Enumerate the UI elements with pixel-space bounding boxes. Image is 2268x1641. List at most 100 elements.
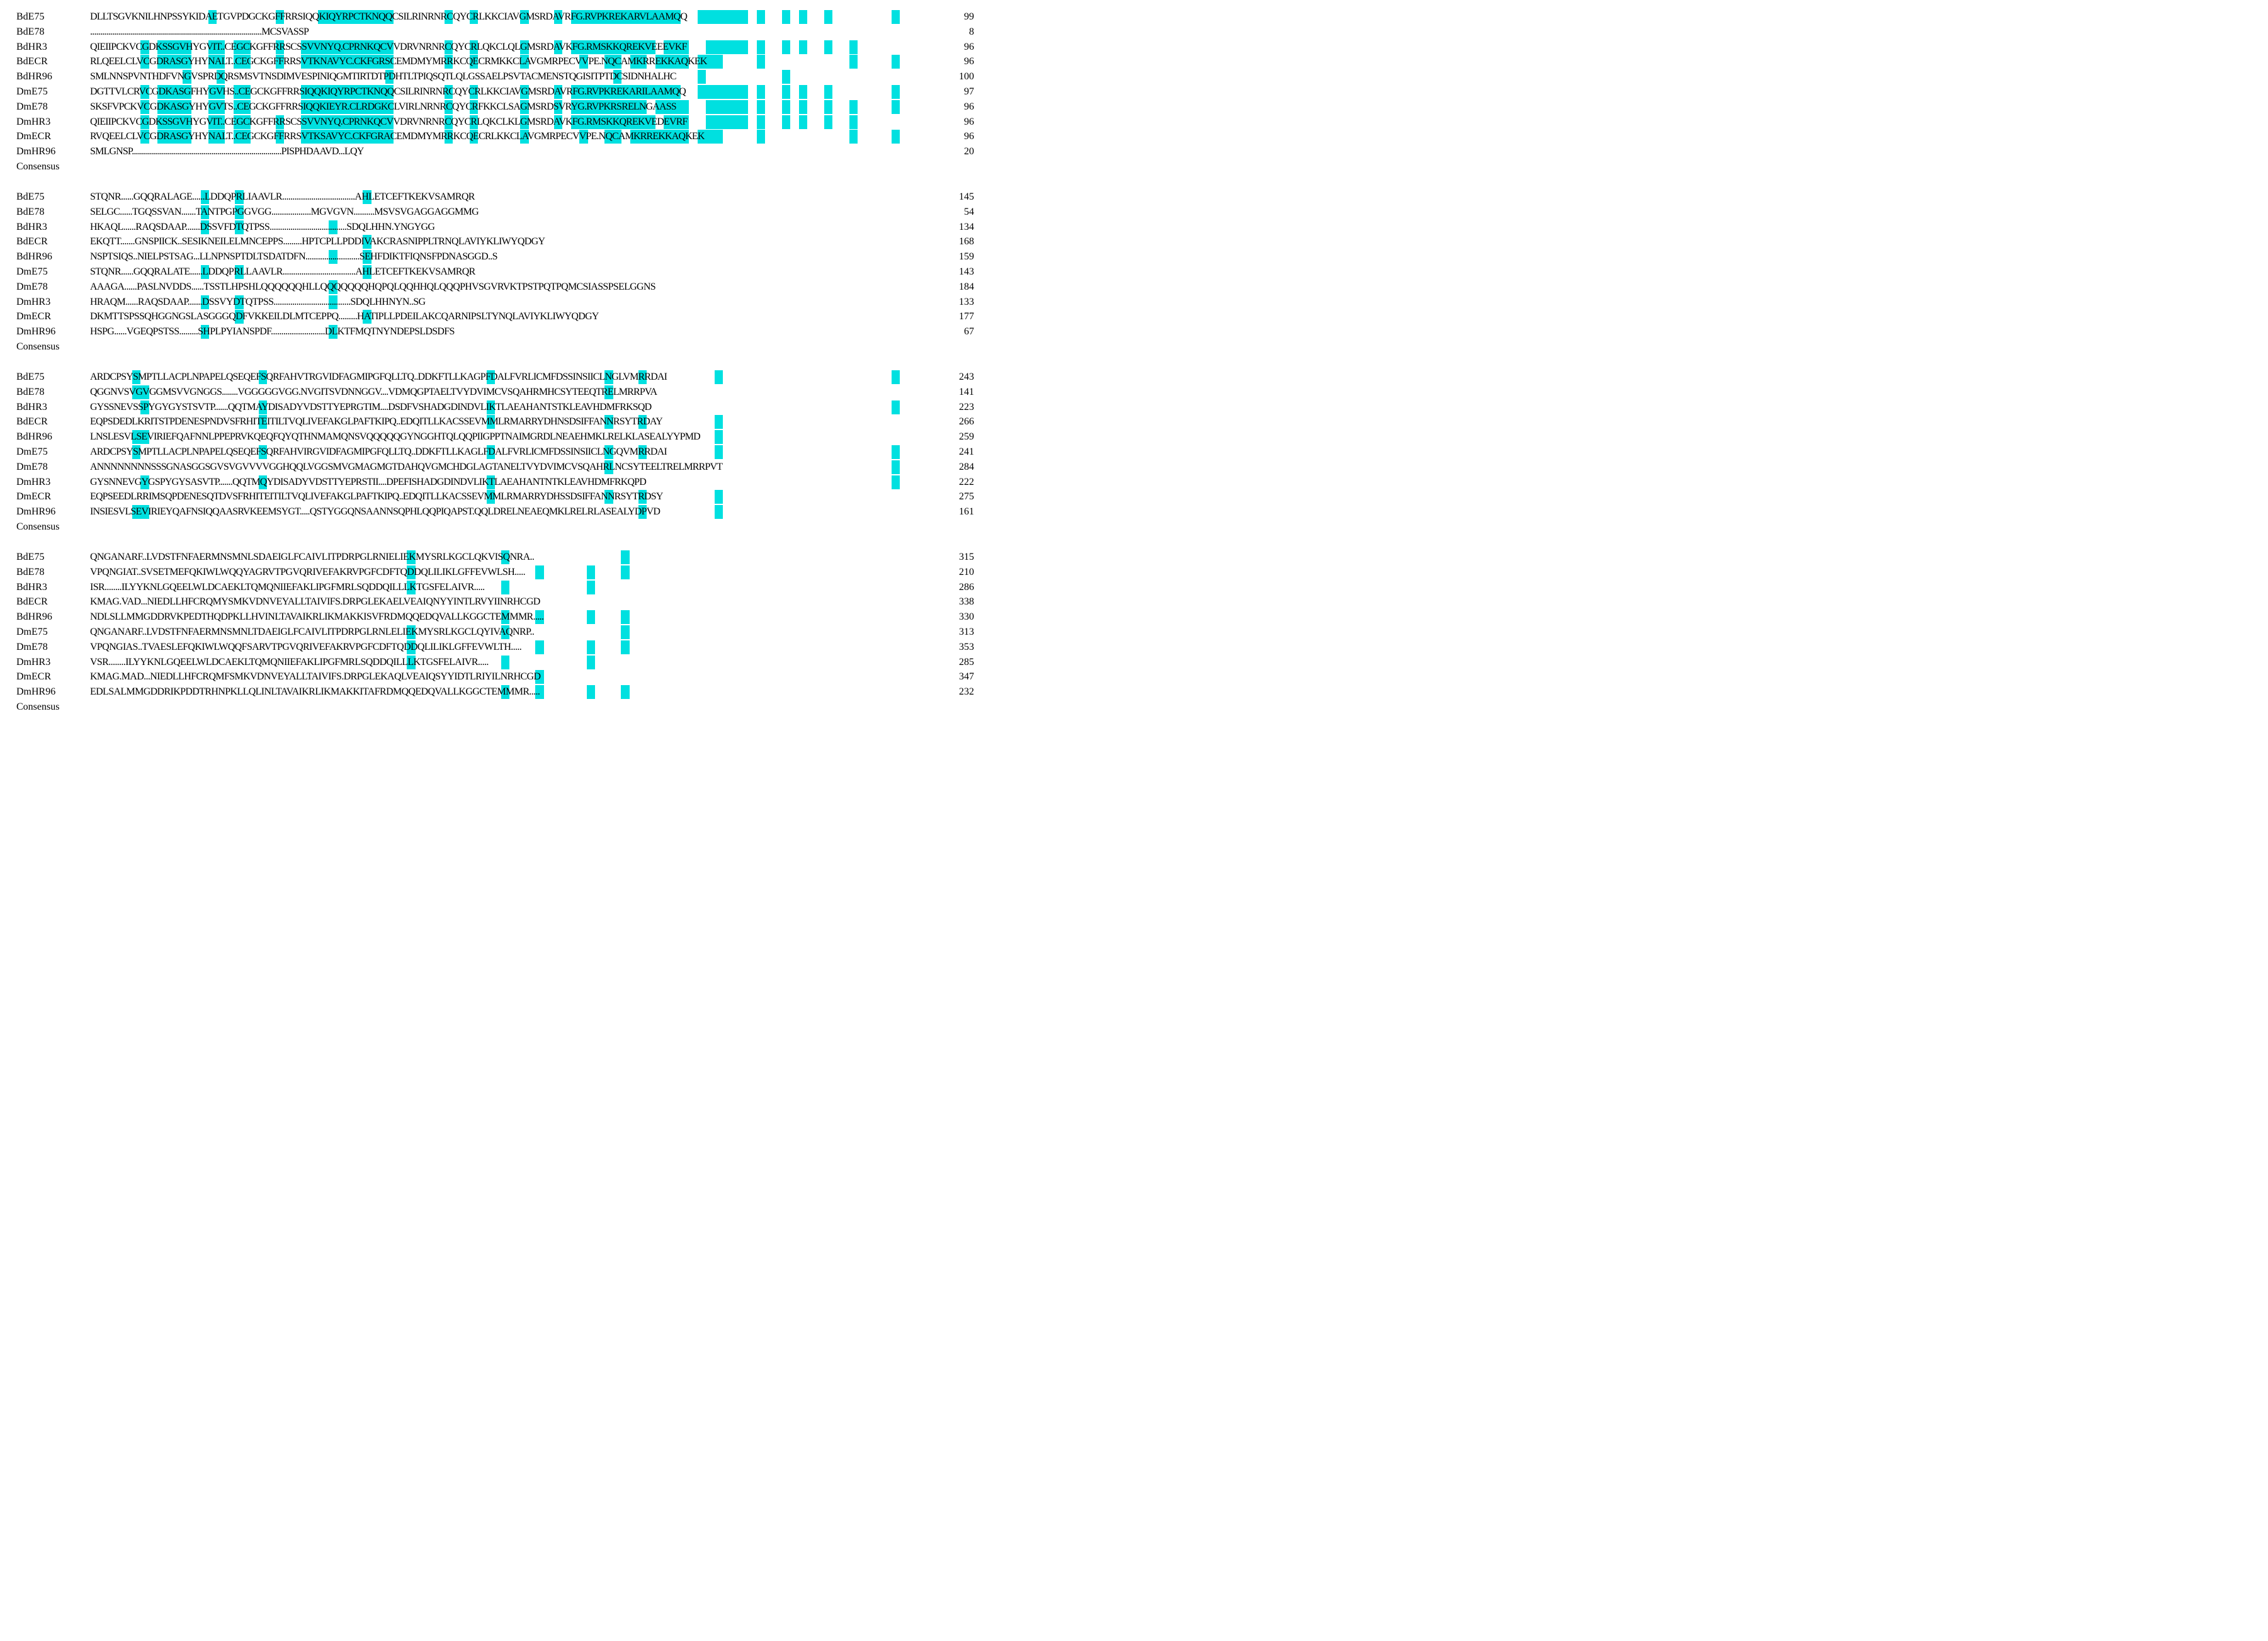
alignment-row: DmE78 SKSFVPCKVCGDKASGYHYGVTS..CEGCKGFFRR… — [0, 100, 987, 114]
alignment-row: BdE75 DLLTSGVKNILHNPSSYKIDAETGVPDGCKGFFRR… — [0, 10, 987, 24]
sequence-residues: HKAQL......RAQSDAAP.......DSSVFDTQTPSS..… — [90, 220, 940, 234]
sequence-residues: LNSLESVLSEVIRIEFQAFNNLPPEPRVKQEQFQYQTHNM… — [90, 430, 940, 444]
sequence-name: BdE75 — [16, 550, 44, 564]
alignment-row: BdHR96 SMLNNSPVNTHDFVNGVSPRDQRSMSVTNSDIMV… — [0, 70, 987, 84]
sequence-name: BdE78 — [16, 385, 44, 399]
alignment-row: DmE78 VPQNGIAS..TVAESLEFQKIWLWQQFSARVTPGV… — [0, 640, 987, 654]
residue-count: 96 — [936, 100, 974, 114]
sequence-residues: GYSNNEVGYGSPYGYSASVTP.......QQTMQYDISADY… — [90, 475, 940, 489]
sequence-name: DmHR96 — [16, 685, 55, 699]
alignment-row: BdE75 STQNR......GQQRALAGE......LDDQPRLIA… — [0, 190, 987, 204]
sequence-name: DmECR — [16, 130, 51, 144]
alignment-row: DmECR DKMTTSPSSQHGGNGSLASGGGQDFVKKEILDLMT… — [0, 310, 987, 324]
alignment-row: DmHR96 EDLSALMMGDDRIKPDDTRHNPKLLQLINLTAVA… — [0, 685, 987, 699]
sequence-name: DmE75 — [16, 625, 48, 639]
sequence-residues: VSR........ILYYKNLGQEELWLDCAEKLTQMQNIIEF… — [90, 656, 940, 669]
sequence-residues: QIEIIPCKVCGDKSSGVHYGVIT..CEGCKGFFRRSCSSV… — [90, 40, 940, 54]
sequence-name: DmHR3 — [16, 115, 50, 129]
sequence-name: BdE75 — [16, 10, 44, 24]
sequence-residues: QNGANARF..LVDSTFNFAERMNSMNLTDAEIGLFCAIVL… — [90, 625, 940, 639]
alignment-row: BdECR KMAG.VAD...NIEDLLHFCRQMYSMKVDNVEYAL… — [0, 595, 987, 609]
sequence-residues: KMAG.VAD...NIEDLLHFCRQMYSMKVDNVEYALLTAIV… — [90, 595, 940, 609]
alignment-row: DmHR96 HSPG......VGEQPSTSS.........SHPLPY… — [0, 325, 987, 339]
sequence-name: BdHR96 — [16, 610, 52, 624]
residue-count: 99 — [936, 10, 974, 24]
sequence-name: BdHR3 — [16, 400, 47, 414]
sequence-name: DmE78 — [16, 100, 48, 114]
residue-count: 67 — [936, 325, 974, 339]
consensus-row: Consensus — [0, 520, 987, 534]
residue-count: 315 — [936, 550, 974, 564]
sequence-residues: SELGC......TGQSSVAN.......TANTPGPGGVGG..… — [90, 205, 940, 219]
sequence-name: BdE75 — [16, 370, 44, 384]
residue-count: 222 — [936, 475, 974, 489]
sequence-name: BdE75 — [16, 190, 44, 204]
residue-count: 275 — [936, 490, 974, 504]
alignment-row: DmE75 STQNR......GQQRALATE......LDDQPRLLA… — [0, 265, 987, 279]
consensus-label: Consensus — [16, 160, 59, 174]
residue-count: 223 — [936, 400, 974, 414]
sequence-name: BdHR3 — [16, 40, 47, 54]
sequence-residues: INSIESVLSEVIRIEYQAFNSIQQAASRVKEEMSYGT...… — [90, 505, 940, 519]
sequence-residues: STQNR......GQQRALATE......LDDQPRLLAAVLR.… — [90, 265, 940, 279]
residue-count: 284 — [936, 460, 974, 474]
sequence-name: DmHR3 — [16, 656, 50, 669]
sequence-residues: SKSFVPCKVCGDKASGYHYGVTS..CEGCKGFFRRSIQQK… — [90, 100, 940, 114]
alignment-row: BdHR96 NDLSLLMMGDDRVKPEDTHQDPKLLHVINLTAVA… — [0, 610, 987, 624]
residue-count: 96 — [936, 130, 974, 144]
sequence-name: BdE78 — [16, 205, 44, 219]
residue-count: 161 — [936, 505, 974, 519]
residue-count: 241 — [936, 445, 974, 459]
sequence-residues: NSPTSIQS..NIELPSTSAG...LLNPNSPTDLTSDATDF… — [90, 250, 940, 264]
alignment-row: DmECR RVQEELCLVCGDRASGYHYNALT..CEGCKGFFRR… — [0, 130, 987, 144]
sequence-residues: VPQNGIAT..SVSETMEFQKIWLWQQYAGRVTPGVQRIVE… — [90, 565, 940, 579]
sequence-residues: QIEIIPCKVCGDKSSGVHYGVIT..CEGCKGFFRRSCSSV… — [90, 115, 940, 129]
residue-count: 347 — [936, 670, 974, 684]
sequence-residues: EKQTT.......GNSPIICK..SESIKNEILELMNCEPPS… — [90, 235, 940, 249]
alignment-row: DmHR3 QIEIIPCKVCGDKSSGVHYGVIT..CEGCKGFFRR… — [0, 115, 987, 129]
residue-count: 330 — [936, 610, 974, 624]
sequence-residues: RVQEELCLVCGDRASGYHYNALT..CEGCKGFFRRSVTKS… — [90, 130, 940, 144]
residue-count: 100 — [936, 70, 974, 84]
sequence-name: DmHR3 — [16, 475, 50, 489]
sequence-name: DmE75 — [16, 85, 48, 99]
alignment-row: BdHR3 GYSSNEVSSPYGYGYSTSVTP.......QQTMAYD… — [0, 400, 987, 414]
alignment-row: DmE78 ANNNNNNNNSSSGNASGGSGVSVGVVVVGGHQQLV… — [0, 460, 987, 474]
alignment-row: DmE75 QNGANARF..LVDSTFNFAERMNSMNLTDAEIGLF… — [0, 625, 987, 639]
sequence-residues: HRAQM......RAQSDAAP.......DSSVYDTQTPSS..… — [90, 295, 940, 309]
sequence-residues: QNGANARF..LVDSTFNFAERMNSMNLSDAEIGLFCAIVL… — [90, 550, 940, 564]
alignment-row: BdECR EQPSDEDLKRITSTPDENESPNDVSFRHITEITIL… — [0, 415, 987, 429]
residue-count: 184 — [936, 280, 974, 294]
sequence-residues: HSPG......VGEQPSTSS.........SHPLPYIANSPD… — [90, 325, 940, 339]
consensus-row: Consensus — [0, 160, 987, 174]
alignment-row: BdECR RLQEELCLVCGDRASGYHYNALT..CEGCKGFFRR… — [0, 55, 987, 69]
sequence-name: BdECR — [16, 55, 48, 69]
residue-count: 313 — [936, 625, 974, 639]
alignment-row: DmHR3 VSR........ILYYKNLGQEELWLDCAEKLTQMQ… — [0, 656, 987, 669]
sequence-name: DmHR96 — [16, 505, 55, 519]
residue-count: 20 — [936, 145, 974, 159]
sequence-name: DmECR — [16, 490, 51, 504]
sequence-residues: ARDCPSYSMPTLLACPLNPAPELQSEQEFSQRFAHVIRGV… — [90, 445, 940, 459]
alignment-row: DmE75 DGTTVLCRVCGDKASGFHYGVHS..CEGCKGFFRR… — [0, 85, 987, 99]
residue-count: 54 — [936, 205, 974, 219]
sequence-name: DmECR — [16, 310, 51, 324]
alignment-row: DmHR3 HRAQM......RAQSDAAP.......DSSVYDTQT… — [0, 295, 987, 309]
residue-count: 96 — [936, 115, 974, 129]
sequence-residues: AAAGA......PASLNVDDS......TSSTLHPSHLQQQQ… — [90, 280, 940, 294]
residue-count: 266 — [936, 415, 974, 429]
sequence-residues: SMLGNSP.................................… — [90, 145, 940, 159]
sequence-name: BdHR96 — [16, 250, 52, 264]
consensus-label: Consensus — [16, 520, 59, 534]
sequence-residues: EDLSALMMGDDRIKPDDTRHNPKLLQLINLTAVAIKRLIK… — [90, 685, 940, 699]
sequence-name: BdHR3 — [16, 581, 47, 594]
consensus-row: Consensus — [0, 340, 987, 354]
alignment-row: DmHR3 GYSNNEVGYGSPYGYSASVTP.......QQTMQYD… — [0, 475, 987, 489]
residue-count: 96 — [936, 55, 974, 69]
residue-count: 8 — [936, 25, 974, 39]
sequence-residues: ISR........ILYYKNLGQEELWLDCAEKLTQMQNIIEF… — [90, 581, 940, 594]
sequence-name: DmE78 — [16, 640, 48, 654]
alignment-row: BdE75 QNGANARF..LVDSTFNFAERMNSMNLSDAEIGLF… — [0, 550, 987, 564]
residue-count: 353 — [936, 640, 974, 654]
alignment-row: DmHR96 SMLGNSP...........................… — [0, 145, 987, 159]
